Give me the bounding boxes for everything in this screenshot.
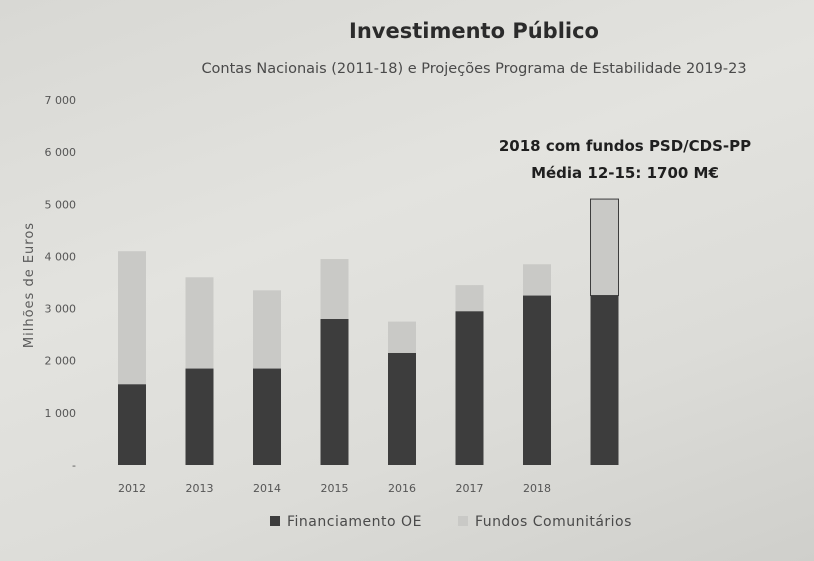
- legend-swatch-financiamento-oe: [270, 516, 280, 526]
- bar-financiamento-oe-2017: [455, 311, 484, 465]
- bar-financiamento-oe-projection: [590, 295, 619, 465]
- bar-fundos-comunitarios-2017: [455, 285, 484, 312]
- chart-title: Investimento Público: [349, 19, 599, 43]
- legend-swatch-fundos-comunitarios: [458, 516, 468, 526]
- y-axis-label: Milhões de Euros: [22, 222, 37, 348]
- bar-financiamento-oe-2012: [118, 384, 146, 465]
- bar-financiamento-oe-2018: [523, 295, 551, 465]
- annotation-line-2: Média 12-15: 1700 M€: [531, 164, 719, 182]
- y-tick-label: -: [72, 459, 76, 472]
- bar-fundos-comunitarios-2014: [253, 290, 281, 369]
- bar-fundos-comunitarios-2016: [388, 321, 416, 353]
- y-tick-label: 3 000: [45, 303, 77, 316]
- x-tick-label: 2013: [186, 482, 214, 495]
- chart-subtitle: Contas Nacionais (2011-18) e Projeções P…: [201, 61, 746, 77]
- bar-fundos-comunitarios-2015: [320, 259, 349, 319]
- x-tick-label: 2017: [456, 482, 484, 495]
- y-tick-label: 1 000: [45, 407, 77, 420]
- annotation-line-1: 2018 com fundos PSD/CDS-PP: [499, 137, 751, 155]
- bar-fundos-comunitarios-2013: [185, 277, 214, 369]
- y-tick-label: 2 000: [45, 355, 77, 368]
- bar-financiamento-oe-2016: [388, 352, 416, 465]
- legend-label-fundos-comunitarios: Fundos Comunitários: [475, 514, 632, 530]
- legend: Financiamento OE Fundos Comunitários: [270, 514, 632, 530]
- y-tick-label: 4 000: [45, 250, 77, 263]
- y-axis-ticks: - 1 000 2 000 3 000 4 000 5 000 6 000 7 000: [45, 94, 77, 472]
- bar-fundos-comunitarios-projection: [590, 198, 619, 297]
- y-tick-label: 5 000: [45, 198, 77, 211]
- bars-group: [118, 198, 619, 465]
- x-tick-label: 2014: [253, 482, 281, 495]
- bar-financiamento-oe-2013: [185, 368, 214, 465]
- x-tick-label: 2012: [118, 482, 146, 495]
- y-tick-label: 6 000: [45, 146, 77, 159]
- bar-financiamento-oe-2014: [253, 368, 281, 465]
- bar-financiamento-oe-2015: [320, 319, 349, 465]
- x-tick-label: 2016: [388, 482, 416, 495]
- bar-fundos-comunitarios-2018: [523, 264, 551, 296]
- legend-label-financiamento-oe: Financiamento OE: [287, 514, 422, 530]
- x-tick-label: 2018: [523, 482, 551, 495]
- bar-fundos-comunitarios-2012: [118, 251, 146, 385]
- y-tick-label: 7 000: [45, 94, 77, 107]
- x-tick-label: 2015: [321, 482, 349, 495]
- x-axis-ticks: 2012 2013 2014 2015 2016 2017 2018: [118, 482, 551, 495]
